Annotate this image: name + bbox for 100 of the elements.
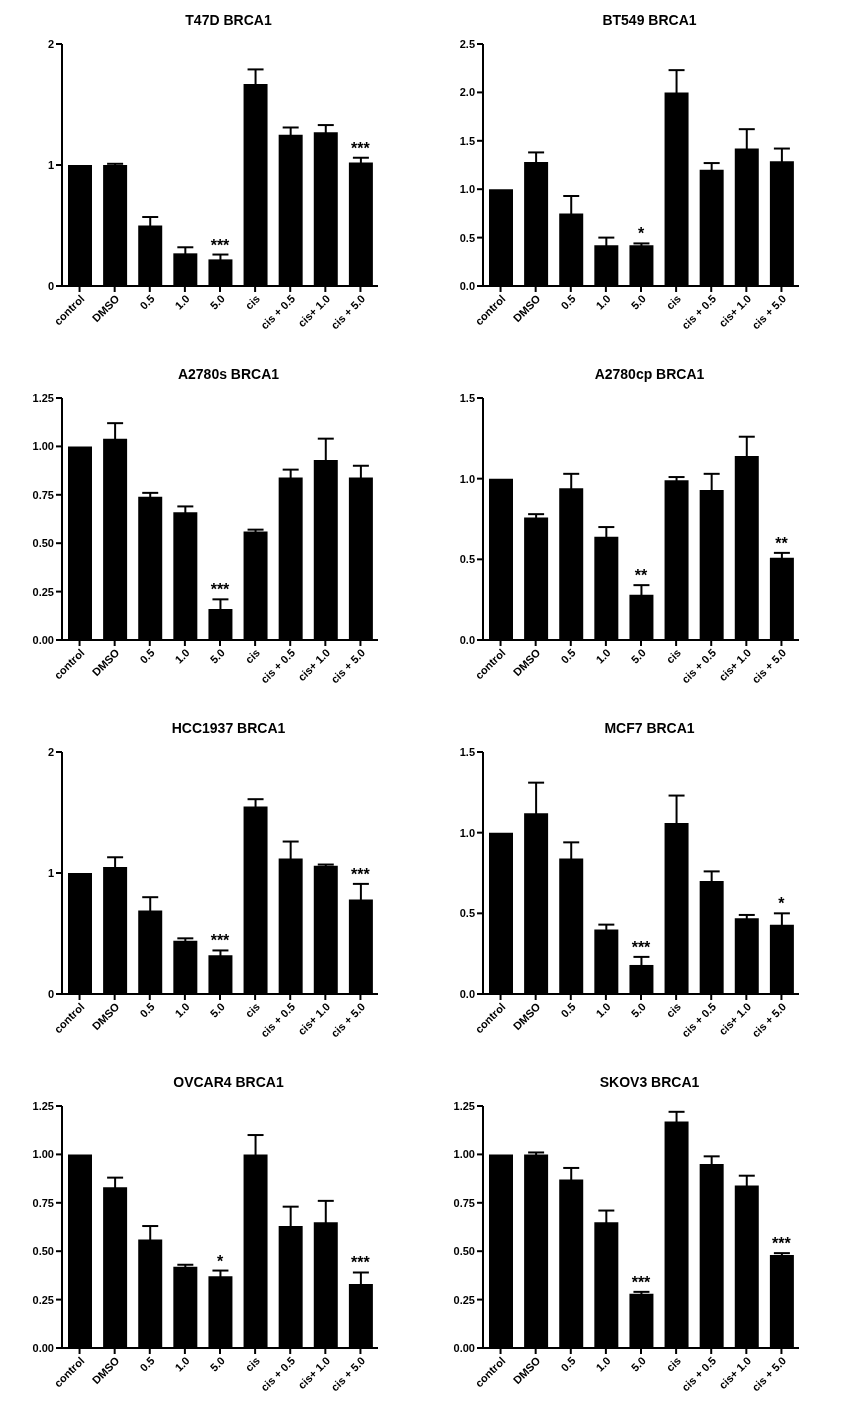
- annotation: ***: [351, 1254, 371, 1272]
- annotation: ***: [631, 938, 652, 956]
- y-tick-label: 2.0: [459, 86, 475, 99]
- y-tick-label: 0.50: [32, 537, 54, 550]
- x-tick-label: 1.0: [593, 1000, 613, 1020]
- annotation: ***: [210, 932, 231, 950]
- y-tick-label: 1.25: [32, 391, 54, 404]
- chart-title: MCF7 BRCA1: [603, 719, 696, 738]
- x-tick-label: cis+ 1.0: [295, 1354, 333, 1392]
- x-tick-label: cis+ 1.0: [716, 1354, 754, 1392]
- x-tick-label: cis: [242, 1000, 263, 1020]
- annotation: ***: [210, 236, 231, 254]
- y-tick-label: 0.75: [32, 1196, 54, 1209]
- y-tick-label: 0.75: [453, 1196, 475, 1209]
- y-tick-label: 0.0: [459, 279, 475, 292]
- x-tick-label: cis: [663, 292, 684, 312]
- x-tick-label: cis: [663, 646, 684, 666]
- y-tick-label: 0: [47, 987, 54, 1000]
- chart-title: BT549 BRCA1: [601, 11, 698, 30]
- x-tick-label: cis+ 1.0: [716, 292, 754, 330]
- chart-title: A2780cp BRCA1: [593, 365, 706, 384]
- x-tick-label: 0.5: [137, 1000, 157, 1020]
- y-tick-label: 0.50: [32, 1245, 54, 1258]
- x-tick-label: 0.5: [137, 1354, 157, 1374]
- y-tick-label: 0.00: [453, 1341, 475, 1354]
- x-tick-label: 5.0: [628, 1000, 648, 1020]
- y-tick-label: 1.0: [459, 183, 475, 196]
- y-tick-label: 0.00: [32, 1341, 54, 1354]
- annotation: ***: [351, 139, 371, 157]
- x-tick-label: 5.0: [207, 1354, 227, 1374]
- chart-title: SKOV3 BRCA1: [598, 1073, 701, 1092]
- annotation: ***: [210, 581, 231, 599]
- x-tick-label: 5.0: [207, 292, 227, 312]
- y-tick-label: 1.25: [32, 1099, 54, 1112]
- chart-title: OVCAR4 BRCA1: [172, 1073, 285, 1092]
- chart-title: HCC1937 BRCA1: [170, 719, 287, 738]
- x-tick-label: cis+ 1.0: [295, 646, 333, 684]
- x-tick-label: 5.0: [207, 646, 227, 666]
- x-tick-label: cis: [663, 1354, 684, 1374]
- y-tick-label: 1.25: [453, 1099, 475, 1112]
- y-tick-label: 0.25: [32, 585, 54, 598]
- y-tick-label: 0.0: [459, 987, 475, 1000]
- y-tick-label: 2: [47, 745, 54, 758]
- y-tick-label: 1.00: [32, 440, 54, 453]
- y-tick-label: 1: [47, 866, 54, 879]
- y-tick-label: 2: [47, 37, 54, 50]
- x-tick-label: 5.0: [628, 292, 648, 312]
- x-tick-label: 1.0: [172, 292, 192, 312]
- annotation: *: [216, 1252, 224, 1270]
- y-tick-label: 1.5: [459, 745, 475, 758]
- x-tick-label: 1.0: [593, 292, 613, 312]
- x-tick-label: 1.0: [172, 646, 192, 666]
- y-tick-label: 0.75: [32, 488, 54, 501]
- annotation: ***: [772, 1235, 792, 1253]
- y-tick-label: 1.5: [459, 391, 475, 404]
- annotation: *: [637, 225, 645, 243]
- annotation: **: [775, 534, 789, 552]
- x-tick-label: 1.0: [593, 1354, 613, 1374]
- y-tick-label: 0.25: [32, 1293, 54, 1306]
- y-tick-label: 1.5: [459, 134, 475, 147]
- x-tick-label: cis: [242, 1354, 263, 1374]
- chart-title: T47D BRCA1: [184, 11, 273, 30]
- y-tick-label: 0.0: [459, 633, 475, 646]
- y-tick-label: 0.5: [459, 907, 475, 920]
- x-tick-label: 0.5: [558, 1000, 578, 1020]
- y-tick-label: 1: [47, 158, 54, 171]
- x-tick-label: 5.0: [207, 1000, 227, 1020]
- annotation: ***: [631, 1273, 652, 1291]
- x-tick-label: 1.0: [593, 646, 613, 666]
- y-tick-label: 0.25: [453, 1293, 475, 1306]
- x-tick-label: cis: [663, 1000, 684, 1020]
- x-tick-label: cis+ 1.0: [716, 646, 754, 684]
- chart-title: A2780s BRCA1: [176, 365, 281, 384]
- annotation: **: [634, 567, 648, 585]
- x-tick-label: cis: [242, 292, 263, 312]
- x-tick-label: cis+ 1.0: [295, 292, 333, 330]
- x-tick-label: cis: [242, 646, 263, 666]
- y-tick-label: 0: [47, 279, 54, 292]
- annotation: *: [778, 895, 786, 913]
- y-tick-label: 1.0: [459, 826, 475, 839]
- y-tick-label: 1.00: [453, 1148, 475, 1161]
- x-tick-label: 1.0: [172, 1000, 192, 1020]
- x-tick-label: 5.0: [628, 646, 648, 666]
- x-tick-label: cis+ 1.0: [716, 1000, 754, 1038]
- y-tick-label: 0.5: [459, 553, 475, 566]
- y-tick-label: 0.5: [459, 231, 475, 244]
- x-tick-label: 0.5: [137, 646, 157, 666]
- x-tick-label: cis+ 1.0: [295, 1000, 333, 1038]
- y-tick-label: 0.50: [453, 1245, 475, 1258]
- y-tick-label: 2.5: [459, 37, 475, 50]
- y-tick-label: 0.00: [32, 633, 54, 646]
- x-tick-label: 1.0: [172, 1354, 192, 1374]
- x-tick-label: 0.5: [137, 292, 157, 312]
- x-tick-label: 5.0: [628, 1354, 648, 1374]
- annotation: ***: [351, 865, 371, 883]
- y-tick-label: 1.0: [459, 472, 475, 485]
- y-tick-label: 1.00: [32, 1148, 54, 1161]
- x-tick-label: 0.5: [558, 646, 578, 666]
- x-tick-label: 0.5: [558, 1354, 578, 1374]
- x-tick-label: 0.5: [558, 292, 578, 312]
